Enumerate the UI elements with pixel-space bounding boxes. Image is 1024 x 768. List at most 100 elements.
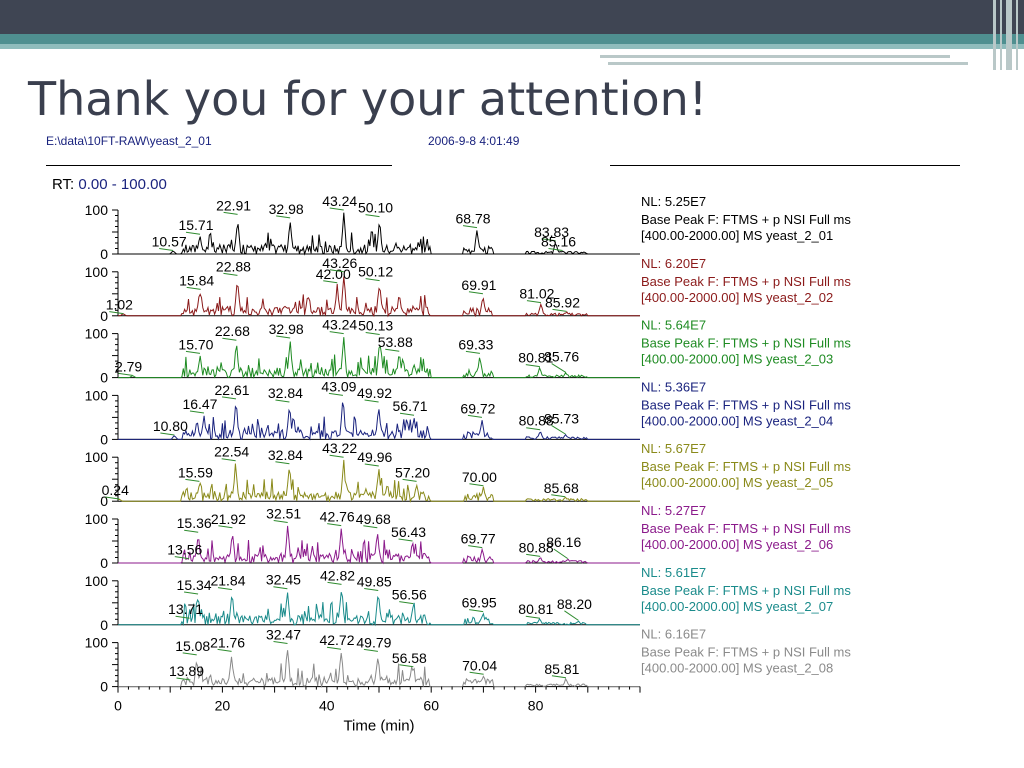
peak-leader <box>160 432 175 436</box>
scan-filter: Base Peak F: FTMS + p NSI Full ms <box>641 459 851 474</box>
trace-line <box>118 402 640 441</box>
peak-label: 22.61 <box>215 382 250 398</box>
y-tick-label: 100 <box>85 202 109 218</box>
peak-leader <box>275 399 290 403</box>
peak-label: 50.12 <box>358 264 393 280</box>
peak-leader <box>327 523 342 527</box>
peak-label: 22.88 <box>216 258 251 274</box>
peak-leader <box>327 581 342 585</box>
peak-label: 42.72 <box>319 632 354 648</box>
peak-label: 80.81 <box>518 350 553 366</box>
y-tick-label: 100 <box>85 264 109 280</box>
peak-leader <box>365 214 380 218</box>
peak-leader <box>564 610 579 621</box>
teal-band <box>0 34 1024 44</box>
y-tick-label: 100 <box>85 573 109 589</box>
peak-label: 80.88 <box>519 539 554 555</box>
normalization-level: NL: 5.67E7 <box>641 441 706 456</box>
peak-leader <box>467 414 483 418</box>
peak-label: 83.83 <box>534 224 569 240</box>
peak-label: 68.78 <box>456 211 491 227</box>
x-tick-label: 0 <box>114 698 122 714</box>
peak-label: 80.81 <box>518 601 553 617</box>
peak-leader <box>465 350 480 354</box>
peak-label: 42.82 <box>320 567 355 583</box>
peak-leader <box>218 525 233 529</box>
peak-leader <box>525 615 540 619</box>
peak-leader <box>399 664 414 668</box>
peak-label: 57.20 <box>395 464 430 480</box>
peak-label: 13.71 <box>168 601 203 617</box>
peak-label: 53.88 <box>378 334 413 350</box>
peak-label: 69.91 <box>461 277 496 293</box>
peak-label: 85.73 <box>544 410 579 426</box>
decor-stripe <box>1000 0 1002 70</box>
mass-range-file: [400.00-2000.00] MS yeast_2_01 <box>641 228 833 243</box>
peak-label: 85.81 <box>544 661 579 677</box>
peak-leader <box>184 591 199 595</box>
peak-label: 10.57 <box>152 233 187 249</box>
trace-line <box>118 337 640 379</box>
x-tick-label: 20 <box>215 698 231 714</box>
peak-leader <box>363 525 378 529</box>
peak-leader <box>118 372 133 376</box>
y-tick-label: 100 <box>85 387 109 403</box>
normalization-level: NL: 5.64E7 <box>641 318 706 333</box>
peak-leader <box>105 496 120 500</box>
mass-range-file: [400.00-2000.00] MS yeast_2_02 <box>641 290 833 305</box>
y-tick-label: 0 <box>100 555 108 571</box>
peak-leader <box>365 331 380 335</box>
y-tick-label: 0 <box>100 493 108 509</box>
peak-leader <box>469 483 484 487</box>
peak-label: 1.02 <box>106 297 133 313</box>
peak-label: 88.20 <box>557 596 592 612</box>
peak-label: 49.85 <box>357 573 392 589</box>
peak-leader <box>548 247 563 251</box>
peak-label: 69.33 <box>458 336 493 352</box>
peak-label: 85.76 <box>544 349 579 365</box>
y-tick-label: 100 <box>85 511 109 527</box>
mass-range-file: [400.00-2000.00] MS yeast_2_04 <box>641 413 833 428</box>
scan-filter: Base Peak F: FTMS + p NSI Full ms <box>641 274 851 289</box>
datetime: 2006-9-8 4:01:49 <box>428 134 520 148</box>
mass-range-file: [400.00-2000.00] MS yeast_2_08 <box>641 661 833 676</box>
mass-range-file: [400.00-2000.00] MS yeast_2_05 <box>641 475 833 490</box>
trace-line <box>118 276 640 318</box>
peak-leader <box>276 335 291 339</box>
y-tick-label: 100 <box>85 635 109 651</box>
rt-range-value: 0.00 - 100.00 <box>78 176 167 193</box>
peak-leader <box>364 399 379 403</box>
top-banner <box>0 0 1024 34</box>
y-tick-label: 0 <box>100 679 108 695</box>
peak-leader <box>273 520 288 524</box>
peak-label: 69.77 <box>461 531 496 547</box>
decor-stripe <box>1006 0 1012 70</box>
peak-label: 70.04 <box>462 657 497 673</box>
peak-label: 21.84 <box>210 573 245 589</box>
peak-leader <box>326 646 342 650</box>
peak-leader <box>159 247 174 251</box>
peak-leader <box>176 677 191 681</box>
peak-label: 43.24 <box>322 317 357 333</box>
peak-label: 22.91 <box>216 197 251 213</box>
peak-leader <box>217 648 232 652</box>
normalization-level: NL: 5.25E7 <box>641 194 706 209</box>
slide-title: Thank you for your attention! <box>28 72 708 126</box>
trace-line <box>118 525 640 565</box>
y-tick-label: 0 <box>100 370 108 386</box>
peak-leader <box>469 671 484 675</box>
peak-label: 69.72 <box>460 400 495 416</box>
peak-label: 43.09 <box>321 378 356 394</box>
peak-label: 32.98 <box>269 321 304 337</box>
peak-leader <box>221 396 237 400</box>
peak-label: 32.47 <box>266 626 301 642</box>
x-tick-label: 40 <box>319 698 335 714</box>
peak-label: 49.96 <box>357 449 392 465</box>
peak-label: 69.95 <box>462 595 497 611</box>
rt-label: RT: <box>52 176 75 193</box>
peak-label: 21.76 <box>210 634 245 650</box>
trace-line <box>117 459 640 503</box>
x-tick-label: 80 <box>528 698 544 714</box>
peak-leader <box>526 553 541 557</box>
trace-line <box>118 592 640 627</box>
